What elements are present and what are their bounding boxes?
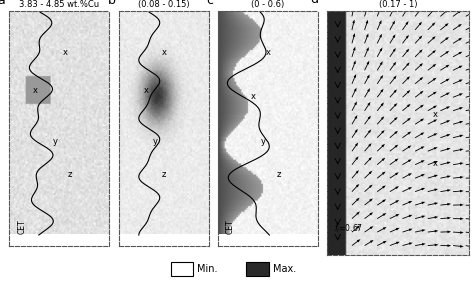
Text: z: z bbox=[68, 170, 72, 179]
FancyBboxPatch shape bbox=[246, 262, 269, 276]
Text: Min.: Min. bbox=[197, 264, 218, 274]
Text: a: a bbox=[0, 0, 5, 7]
Text: x: x bbox=[432, 110, 438, 119]
Text: x: x bbox=[63, 48, 68, 57]
Text: d: d bbox=[310, 0, 318, 7]
Text: b: b bbox=[108, 0, 116, 7]
Text: c: c bbox=[206, 0, 213, 7]
Text: Max.: Max. bbox=[273, 264, 296, 274]
Text: y: y bbox=[53, 137, 58, 146]
FancyBboxPatch shape bbox=[171, 262, 193, 276]
Text: (0 - 0.6): (0 - 0.6) bbox=[251, 0, 284, 9]
Text: x: x bbox=[432, 159, 438, 168]
Text: (0.17 - 1): (0.17 - 1) bbox=[379, 0, 418, 9]
Text: y: y bbox=[261, 137, 266, 146]
Text: x: x bbox=[162, 48, 167, 57]
Text: x: x bbox=[251, 93, 256, 101]
Text: x: x bbox=[266, 48, 271, 57]
Text: z: z bbox=[276, 170, 281, 179]
Text: 3.83 - 4.85 wt.%Cu: 3.83 - 4.85 wt.%Cu bbox=[19, 0, 100, 9]
Text: CET: CET bbox=[18, 220, 27, 234]
Text: $f_l$=0.67: $f_l$=0.67 bbox=[334, 223, 364, 235]
Text: (0.08 - 0.15): (0.08 - 0.15) bbox=[138, 0, 189, 9]
Text: y: y bbox=[153, 137, 158, 146]
Text: z: z bbox=[162, 170, 166, 179]
Text: x: x bbox=[144, 86, 149, 95]
Text: x: x bbox=[33, 86, 38, 95]
Text: CET: CET bbox=[226, 220, 235, 234]
